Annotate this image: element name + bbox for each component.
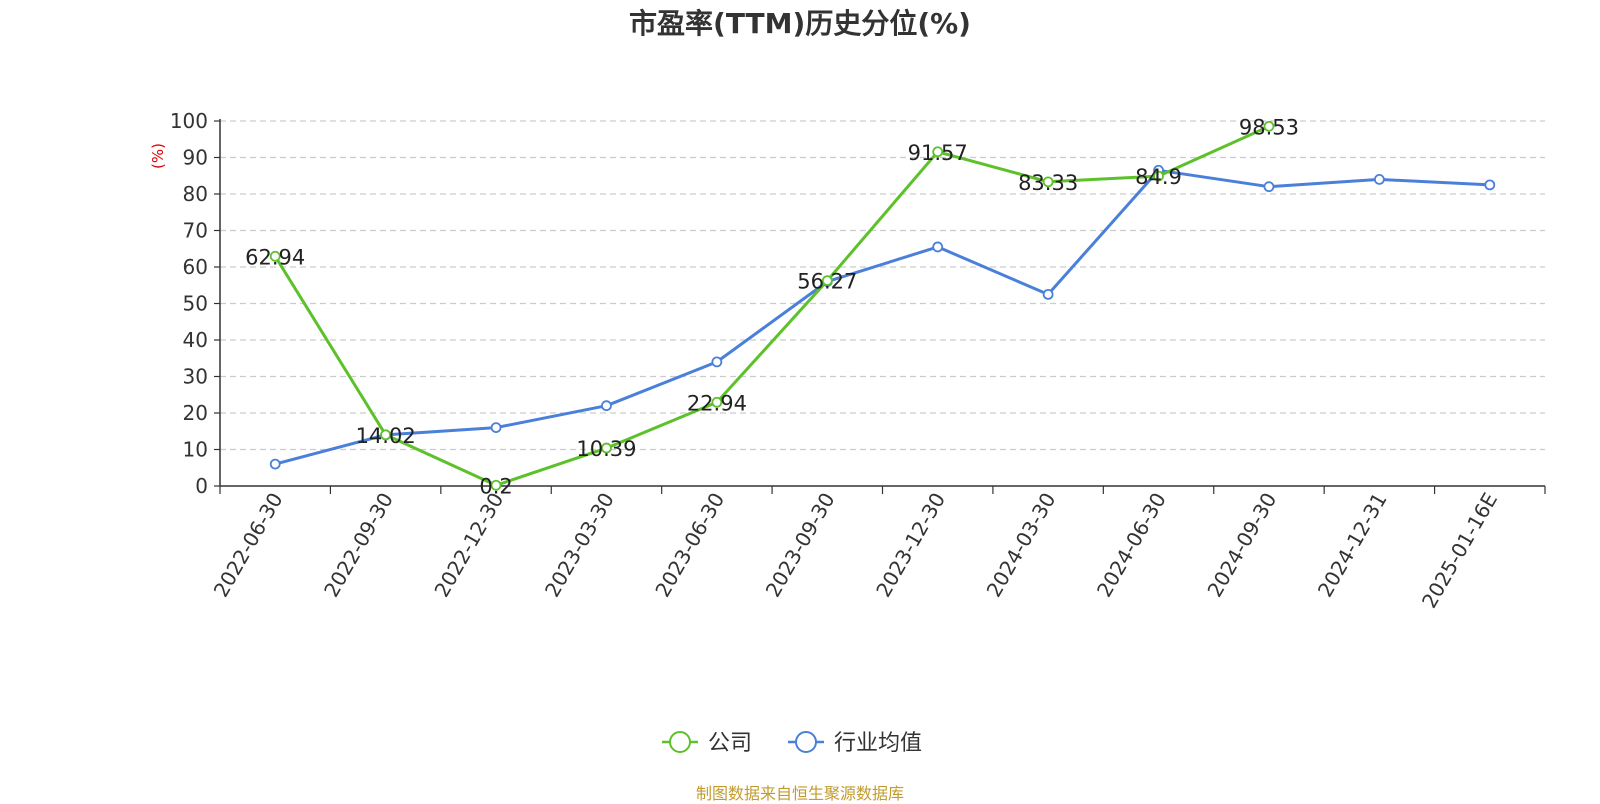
x-tick-label-0: 2022-06-30 <box>209 489 288 602</box>
y-tick-label-20: 20 <box>183 401 208 425</box>
series-lines <box>269 120 1496 491</box>
legend-label-0: 公司 <box>708 731 752 756</box>
data-point-1-0 <box>269 458 281 470</box>
y-tick-label-100: 100 <box>170 109 208 133</box>
data-point-0-8 <box>1153 170 1164 182</box>
y-tick-label-90: 90 <box>183 146 208 170</box>
y-tick-label-10: 10 <box>183 438 208 462</box>
data-label-0-0: 62.94 <box>245 245 305 269</box>
y-tick-label-40: 40 <box>183 328 208 352</box>
x-tick-label-3: 2023-03-30 <box>540 489 619 602</box>
x-tick-label-8: 2024-06-30 <box>1092 489 1171 602</box>
data-labels: 62.94 14.02 0.2 10.39 22.94 56.27 91.57 83.33 84… <box>245 115 1299 498</box>
legend: 公司 行业均值 <box>662 731 922 756</box>
x-tick-label-5: 2023-09-30 <box>761 489 840 602</box>
data-point-1-3 <box>601 400 612 412</box>
y-axis-unit-label: (%) <box>149 143 167 169</box>
y-tick-label-80: 80 <box>183 182 208 206</box>
x-axis-ticks: 2022-06-30 2022-09-30 2022-12-30 2023-03-30… <box>209 486 1546 613</box>
data-point-0-0 <box>269 250 281 262</box>
data-label-0-8: 84.9 <box>1135 165 1182 189</box>
y-tick-label-50: 50 <box>183 292 208 316</box>
chart-title: 市盈率(TTM)历史分位(%) <box>629 7 971 40</box>
data-point-0-2 <box>490 479 502 491</box>
series-line-1 <box>274 168 1490 466</box>
legend-label-1: 行业均值 <box>834 731 922 756</box>
data-label-0-1: 14.02 <box>356 424 416 448</box>
x-tick-label-10: 2024-12-31 <box>1313 489 1392 602</box>
data-point-1-2 <box>490 422 502 434</box>
x-tick-label-4: 2023-06-30 <box>650 489 729 602</box>
data-point-0-6 <box>932 146 944 158</box>
x-tick-label-11: 2025-01-16E <box>1417 489 1502 613</box>
data-point-1-6 <box>932 241 944 253</box>
data-label-0-6: 91.57 <box>908 141 968 165</box>
x-tick-label-7: 2024-03-30 <box>982 489 1061 602</box>
y-tick-label-70: 70 <box>183 219 208 243</box>
data-source-note: 制图数据来自恒生聚源数据库 <box>695 784 904 803</box>
legend-marker-0 <box>669 731 691 753</box>
data-point-1-11 <box>1484 179 1496 191</box>
y-axis-ticks: 0 10 20 30 40 50 60 70 80 90 100 <box>170 109 220 498</box>
data-label-0-4: 22.94 <box>687 391 747 415</box>
x-tick-label-6: 2023-12-30 <box>871 488 950 601</box>
gridlines <box>220 120 1545 451</box>
data-point-0-4 <box>711 396 723 408</box>
y-tick-label-30: 30 <box>183 365 208 389</box>
data-label-0-9: 98.53 <box>1239 115 1299 139</box>
data-point-1-4 <box>711 356 723 368</box>
y-tick-label-0: 0 <box>195 474 208 498</box>
data-point-1-7 <box>1042 288 1054 300</box>
data-label-0-3: 10.39 <box>576 437 636 461</box>
x-tick-label-9: 2024-09-30 <box>1202 489 1281 602</box>
axes <box>219 119 1545 487</box>
x-tick-label-1: 2022-09-30 <box>319 489 398 602</box>
data-point-0-9 <box>1263 120 1275 132</box>
legend-marker-1 <box>795 731 817 753</box>
data-point-0-3 <box>601 442 612 454</box>
y-tick-label-60: 60 <box>183 255 208 279</box>
data-label-0-7: 83.33 <box>1018 171 1078 195</box>
data-point-0-1 <box>380 429 392 441</box>
data-point-0-7 <box>1042 176 1054 188</box>
data-point-1-10 <box>1373 173 1385 185</box>
x-tick-label-2: 2022-12-30 <box>429 488 508 601</box>
series-line-0 <box>273 125 1270 487</box>
data-point-0-5 <box>821 275 833 287</box>
data-label-0-2: 0.2 <box>479 474 512 498</box>
data-point-1-9 <box>1263 181 1275 193</box>
data-label-0-5: 56.27 <box>797 270 857 294</box>
